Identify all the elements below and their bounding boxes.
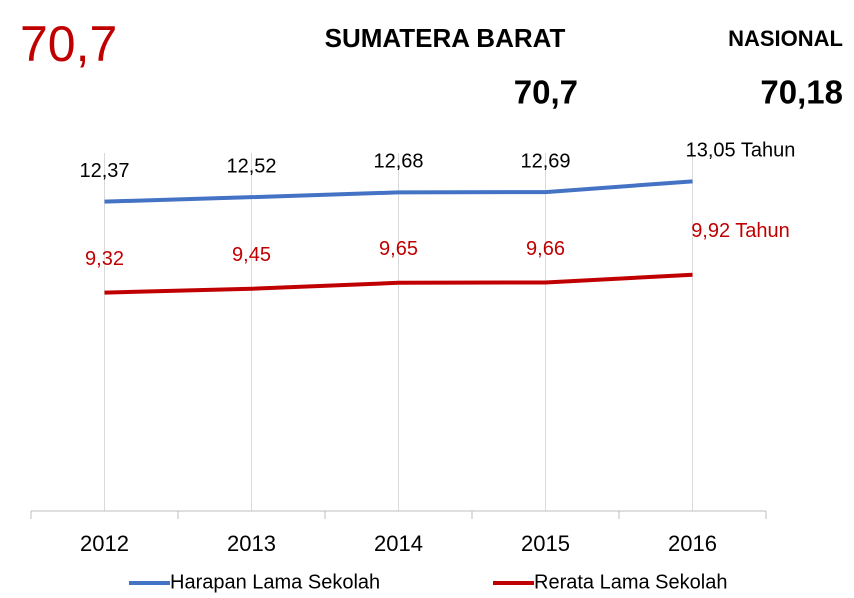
data-label: 9,45 bbox=[232, 244, 271, 266]
data-label: 9,32 bbox=[85, 248, 124, 270]
data-label: 12,52 bbox=[226, 155, 276, 177]
region-label: SUMATERA BARAT bbox=[325, 23, 566, 53]
data-label: 12,37 bbox=[79, 160, 129, 182]
x-tick-label: 2012 bbox=[80, 531, 129, 556]
data-label: 12,68 bbox=[373, 151, 423, 173]
legend-label: Harapan Lama Sekolah bbox=[170, 571, 380, 593]
data-label: 9,65 bbox=[379, 238, 418, 260]
national-label: NASIONAL bbox=[728, 26, 843, 51]
data-label: 9,92 Tahun bbox=[691, 220, 790, 242]
legend-label: Rerata Lama Sekolah bbox=[534, 571, 727, 593]
series-line bbox=[104, 272, 693, 295]
headline-value: 70,7 bbox=[20, 16, 117, 72]
x-tick-label: 2014 bbox=[374, 531, 423, 556]
region-value: 70,7 bbox=[514, 74, 578, 111]
x-tick-label: 2013 bbox=[227, 531, 276, 556]
data-label: 13,05 Tahun bbox=[686, 140, 796, 162]
series-line bbox=[104, 179, 693, 204]
x-tick-label: 2015 bbox=[521, 531, 570, 556]
data-label: 9,66 bbox=[526, 238, 565, 260]
national-value: 70,18 bbox=[760, 74, 843, 111]
x-tick-label: 2016 bbox=[668, 531, 717, 556]
data-label: 12,69 bbox=[520, 150, 570, 172]
